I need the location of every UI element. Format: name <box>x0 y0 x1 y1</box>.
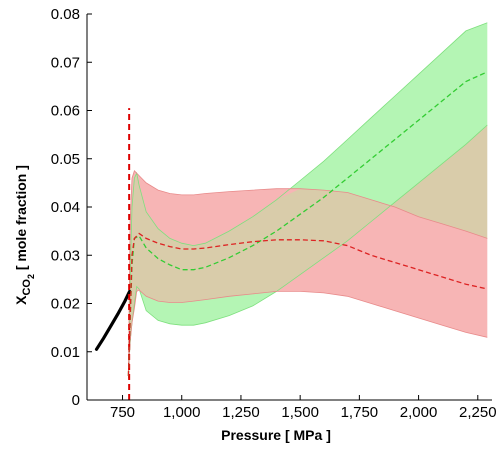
y-tick-label: 0 <box>72 392 80 409</box>
y-tick-label: 0.03 <box>51 247 80 264</box>
x-tick-label: 750 <box>110 404 135 421</box>
band-overlap-fill <box>128 125 488 379</box>
y-tick-label: 0.08 <box>51 6 80 23</box>
band-2-upper-edge <box>128 170 488 376</box>
band-2-fill <box>128 170 488 376</box>
y-axis-title: XCO2 [ mole fraction ] <box>13 165 36 305</box>
y-axis-title-sub1: CO <box>21 279 33 296</box>
y-tick-label: 0.04 <box>51 199 80 216</box>
series-line-5 <box>127 71 488 376</box>
y-tick-label: 0.05 <box>51 151 80 168</box>
y-tick-label: 0.02 <box>51 296 80 313</box>
y-axis-title-main: X <box>13 295 29 305</box>
series-line-6 <box>127 232 488 376</box>
lines-layer <box>94 71 488 400</box>
x-axis-title: Pressure [ MPa ] <box>221 427 331 443</box>
y-tick-label: 0.06 <box>51 103 80 120</box>
band-1-upper-edge <box>128 22 488 379</box>
x-tick-label: 2,000 <box>400 404 438 421</box>
series-line-1 <box>94 289 132 351</box>
y-tick-label: 0.01 <box>51 344 80 361</box>
x-tick-label: 1,000 <box>163 404 201 421</box>
x-tick-label: 1,250 <box>222 404 260 421</box>
y-axis-title-rest: [ mole fraction ] <box>13 165 29 274</box>
y-axis-title-sub2: 2 <box>26 274 36 279</box>
x-tick-label: 1,500 <box>281 404 319 421</box>
band-1-lower-edge <box>128 124 488 379</box>
x-tick-label: 1,750 <box>341 404 379 421</box>
x-tick-label: 2,250 <box>459 404 497 421</box>
bands-layer <box>128 22 488 379</box>
band-2-lower-edge <box>128 289 488 376</box>
y-tick-label: 0.07 <box>51 54 80 71</box>
ticks-layer: 0 0.01 0.02 0.03 0.04 0.05 0.06 0.07 0.08 750 1,00… <box>51 6 497 421</box>
